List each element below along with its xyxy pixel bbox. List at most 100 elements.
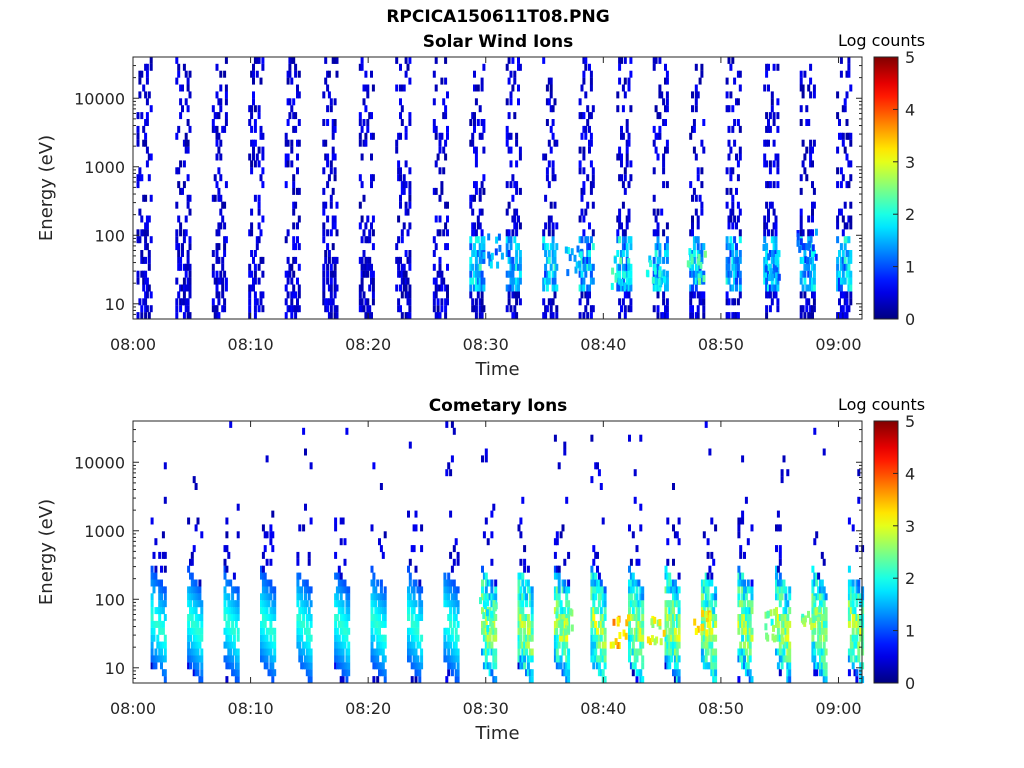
heatmap-cell	[801, 256, 805, 264]
heatmap-cell	[765, 305, 769, 313]
heatmap-cell	[528, 634, 532, 642]
heatmap-cell	[780, 655, 784, 663]
heatmap-cell	[456, 648, 460, 656]
heatmap-cell	[297, 70, 301, 78]
heatmap-cell	[799, 208, 803, 216]
heatmap-cell	[807, 229, 811, 237]
heatmap-cell	[232, 634, 236, 642]
heatmap-cell	[414, 662, 418, 670]
peak-cell	[662, 269, 666, 277]
heatmap-cell	[186, 312, 190, 320]
heatmap-cell	[778, 634, 782, 642]
heatmap-cell	[408, 77, 412, 85]
heatmap-cell	[200, 531, 204, 539]
heatmap-cell	[454, 676, 458, 684]
heatmap-cell	[142, 84, 146, 92]
peak-cell	[651, 276, 655, 284]
heatmap-cell	[738, 208, 742, 216]
heatmap-cell	[341, 641, 345, 649]
heatmap-cell	[824, 614, 828, 621]
heatmap-cell	[733, 298, 737, 306]
heatmap-cell	[813, 669, 817, 677]
heatmap-cell	[662, 298, 666, 306]
heatmap-cell	[601, 620, 605, 628]
heatmap-cell	[219, 153, 223, 161]
heatmap-cell	[544, 263, 548, 271]
heatmap-cell	[149, 105, 153, 113]
heatmap-cell	[776, 565, 780, 573]
heatmap-cell	[231, 655, 235, 663]
heatmap-cell	[412, 627, 416, 635]
heatmap-cell	[665, 243, 669, 251]
peak-cell	[487, 251, 491, 259]
heatmap-cell	[851, 607, 855, 615]
heatmap-cell	[691, 91, 694, 99]
heatmap-cell	[799, 256, 803, 264]
heatmap-cell	[768, 250, 772, 257]
heatmap-cell	[768, 284, 772, 292]
heatmap-cell	[284, 270, 288, 278]
heatmap-cell	[190, 655, 194, 663]
heatmap-cell	[225, 662, 229, 670]
heatmap-cell	[198, 614, 202, 621]
heatmap-cell	[737, 517, 741, 525]
heatmap-cell	[236, 586, 240, 594]
heatmap-cell	[482, 627, 486, 635]
heatmap-cell	[627, 236, 631, 244]
heatmap-cell	[337, 655, 341, 663]
heatmap-cell	[307, 655, 311, 663]
heatmap-cell	[358, 201, 362, 209]
heatmap-cell	[805, 284, 809, 292]
heatmap-cell	[225, 565, 229, 573]
heatmap-cell	[140, 250, 144, 257]
heatmap-cell	[820, 586, 824, 594]
heatmap-cell	[555, 305, 559, 313]
heatmap-cell	[192, 662, 196, 670]
heatmap-cell	[629, 572, 633, 580]
heatmap-cell	[476, 263, 480, 271]
peak-cell	[497, 233, 501, 241]
heatmap-cell	[297, 305, 301, 313]
heatmap-cell	[727, 256, 731, 264]
heatmap-cell	[400, 84, 404, 92]
heatmap-cell	[335, 655, 339, 663]
heatmap-cell	[156, 579, 160, 587]
heatmap-cell	[302, 641, 306, 649]
heatmap-cell	[410, 641, 414, 649]
heatmap-cell	[304, 600, 307, 608]
heatmap-cell	[839, 305, 843, 313]
heatmap-cell	[434, 125, 438, 133]
heatmap-cell	[420, 648, 424, 656]
heatmap-cell	[584, 208, 588, 216]
heatmap-cell	[743, 551, 746, 559]
heatmap-cell	[812, 270, 816, 278]
heatmap-cell	[774, 291, 778, 299]
heatmap-cell	[225, 579, 229, 587]
heatmap-cell	[326, 153, 330, 161]
heatmap-cell	[343, 586, 347, 594]
heatmap-cell	[786, 669, 790, 677]
heatmap-cell	[144, 256, 148, 264]
heatmap-cell	[407, 648, 410, 656]
heatmap-cell	[765, 139, 769, 147]
heatmap-cell	[142, 229, 146, 237]
heatmap-cell	[589, 277, 593, 285]
heatmap-cell	[511, 284, 515, 292]
heatmap-cell	[221, 263, 225, 271]
heatmap-cell	[772, 208, 776, 216]
heatmap-cell	[337, 662, 341, 670]
heatmap-cell	[261, 655, 265, 663]
heatmap-cell	[767, 284, 770, 292]
heatmap-cell	[438, 167, 442, 175]
heatmap-cell	[782, 614, 786, 621]
heatmap-cell	[519, 600, 523, 608]
heatmap-cell	[476, 291, 480, 299]
heatmap-cell	[329, 298, 333, 306]
heatmap-cell	[652, 284, 656, 292]
heatmap-cell	[337, 634, 341, 642]
heatmap-cell	[677, 669, 681, 677]
heatmap-cell	[333, 119, 337, 126]
heatmap-cell	[329, 98, 333, 106]
peak-cell	[564, 628, 567, 636]
heatmap-cell	[360, 56, 364, 64]
